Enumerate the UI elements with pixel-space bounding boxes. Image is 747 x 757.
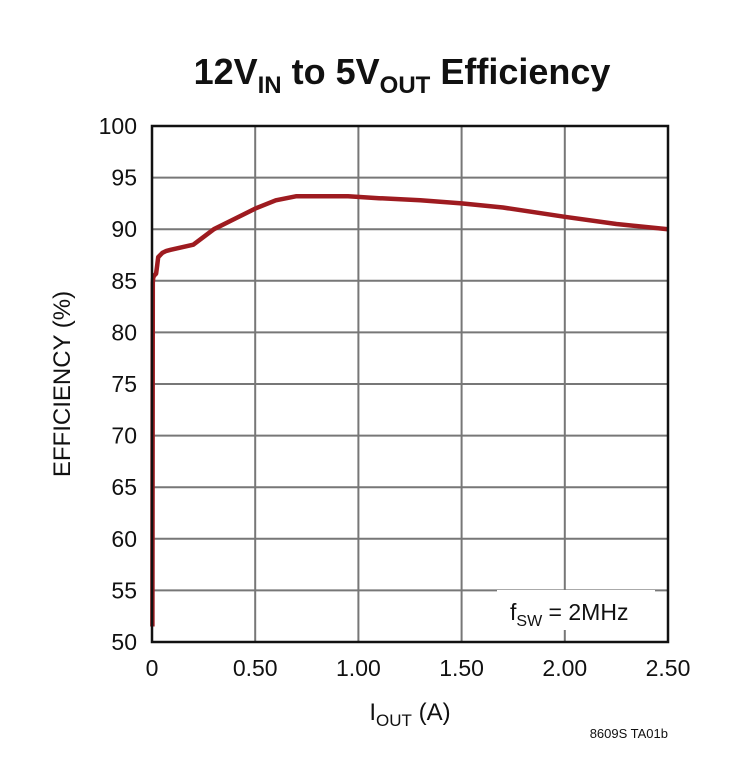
y-tick-label: 95 [111,165,137,191]
y-tick-label: 100 [99,113,137,139]
x-tick-label: 1.50 [439,655,484,681]
annotation-bg [497,590,655,630]
y-tick-label: 55 [111,577,137,603]
y-tick-label: 65 [111,474,137,500]
x-tick-label: 2.00 [542,655,587,681]
y-tick-label: 90 [111,216,137,242]
y-tick-label: 80 [111,319,137,345]
x-tick-label: 0.50 [233,655,278,681]
y-tick-label: 60 [111,526,137,552]
x-tick-label: 1.00 [336,655,381,681]
y-tick-label: 70 [111,423,137,449]
y-tick-label: 85 [111,268,137,294]
tick-labels: 0 0.50 1.00 1.50 2.00 2.50 50 55 60 65 70 75 80 85 90 9… [99,113,691,681]
figure-note: 8609S TA01b [590,726,668,741]
annotation-fsw: fSW = 2MHz [510,599,628,630]
efficiency-line [150,193,669,627]
x-tick-label: 2.50 [646,655,691,681]
chart-title: 12VIN to 5VOUT Efficiency [194,51,611,99]
x-axis-label: IOUT (A) [369,699,450,730]
x-tick-label: 0 [146,655,159,681]
y-axis-label: EFFICIENCY (%) [49,291,76,477]
y-tick-label: 75 [111,371,137,397]
y-tick-label: 50 [111,629,137,655]
series-efficiency [150,193,669,627]
grid [151,125,669,643]
plot-frame [150,124,670,644]
